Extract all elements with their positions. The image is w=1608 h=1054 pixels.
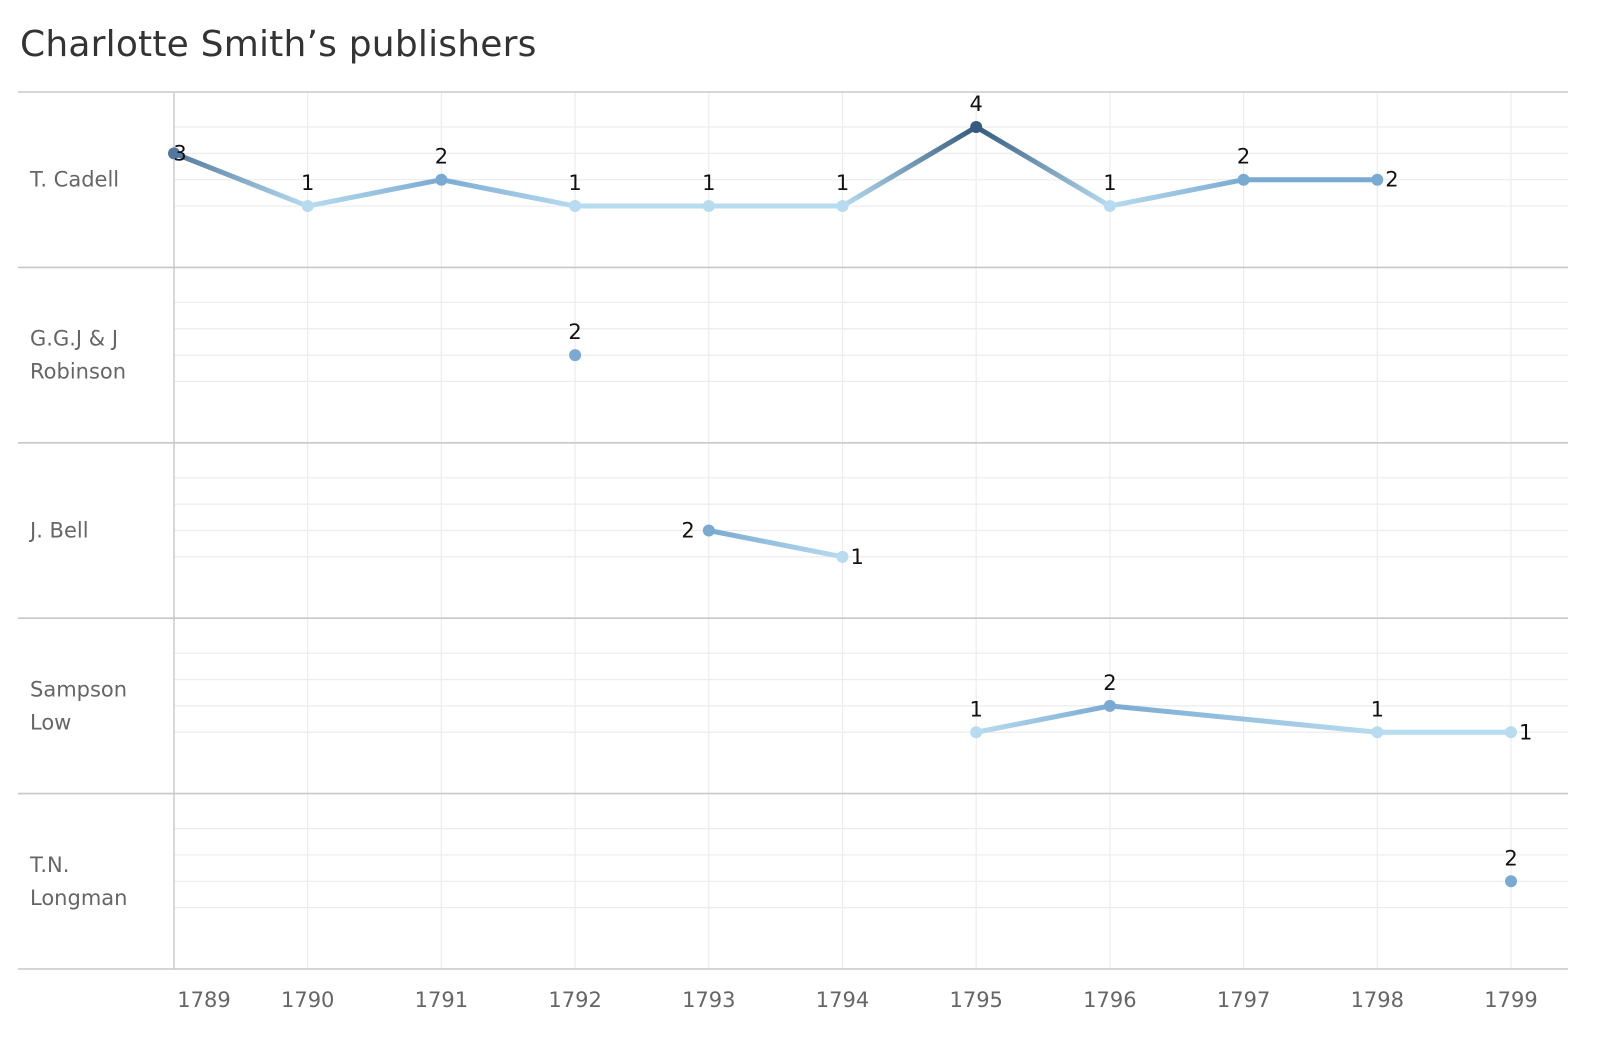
data-point[interactable] [970,726,983,739]
grid-lines [173,92,1568,969]
series-segment [171,150,311,209]
data-point[interactable] [1505,726,1517,739]
data-points [168,121,1517,888]
series-segment [973,703,1113,735]
data-point[interactable] [168,147,180,160]
data-point[interactable] [1237,173,1250,186]
series-segment [840,124,979,209]
data-point[interactable] [1505,875,1517,888]
x-tick-label: 1799 [1484,988,1537,1012]
x-tick-label: 1795 [949,988,1002,1012]
row-label: T.N. Longman [29,853,127,910]
x-tick-label: 1794 [816,988,869,1012]
data-label: 4 [970,92,983,116]
data-point[interactable] [301,200,314,213]
data-labels: 3 1 2 1 1 1 4 1 2 2 2 2 1 1 2 1 1 2 [173,92,1532,870]
row-labels: T. Cadell G.G.J & J Robinson J. Bell Sampson… [28,168,127,910]
x-tick-label: 1789 [177,988,230,1012]
x-tick-label: 1790 [281,988,334,1012]
data-point[interactable] [1371,726,1384,739]
row-label: Sampson Low [30,677,127,734]
data-label: 1 [568,171,581,195]
data-point[interactable] [569,349,582,362]
data-label: 2 [435,145,448,169]
series-segment [305,177,444,209]
data-point[interactable] [1103,699,1116,712]
series-lines [171,124,1514,735]
data-label: 2 [1103,671,1116,695]
data-label: 1 [1103,171,1116,195]
x-tick-label: 1793 [682,988,735,1012]
data-label: 2 [568,320,581,344]
series-segment [973,124,1113,209]
data-point[interactable] [435,173,448,186]
x-axis-tick-labels: 1789 1790 1791 1792 1793 1794 1795 1796 1797 1798… [177,988,1537,1012]
x-tick-label: 1791 [415,988,468,1012]
data-point[interactable] [569,200,582,213]
data-point[interactable] [702,200,715,213]
row-label: J. Bell [28,519,89,543]
row-dividers [18,91,1568,970]
x-tick-label: 1792 [548,988,601,1012]
data-label: 2 [681,519,694,543]
data-point[interactable] [702,524,715,537]
data-point[interactable] [836,550,849,563]
x-tick-label: 1796 [1083,988,1136,1012]
data-label: 1 [702,171,715,195]
series-segment [438,177,578,209]
data-point[interactable] [970,121,983,133]
data-label: 1 [1519,720,1532,744]
chart-title: Charlotte Smith’s publishers [20,24,537,65]
x-tick-label: 1797 [1217,988,1270,1012]
data-label: 3 [173,141,186,165]
data-point[interactable] [836,200,849,213]
row-label: G.G.J & J Robinson [30,327,126,384]
series-segment [706,528,845,560]
data-label: 1 [1371,697,1384,721]
x-tick-label: 1798 [1351,988,1404,1012]
data-point[interactable] [1103,200,1116,213]
series-segment [1107,177,1247,209]
data-label: 1 [301,171,314,195]
data-point[interactable] [1371,173,1384,186]
data-label: 2 [1385,168,1398,192]
series-segment [1107,703,1380,735]
data-label: 1 [970,697,983,721]
data-label: 1 [851,545,864,569]
data-label: 2 [1504,846,1517,870]
data-label: 1 [836,171,849,195]
row-label: T. Cadell [29,168,119,192]
data-label: 2 [1237,145,1250,169]
